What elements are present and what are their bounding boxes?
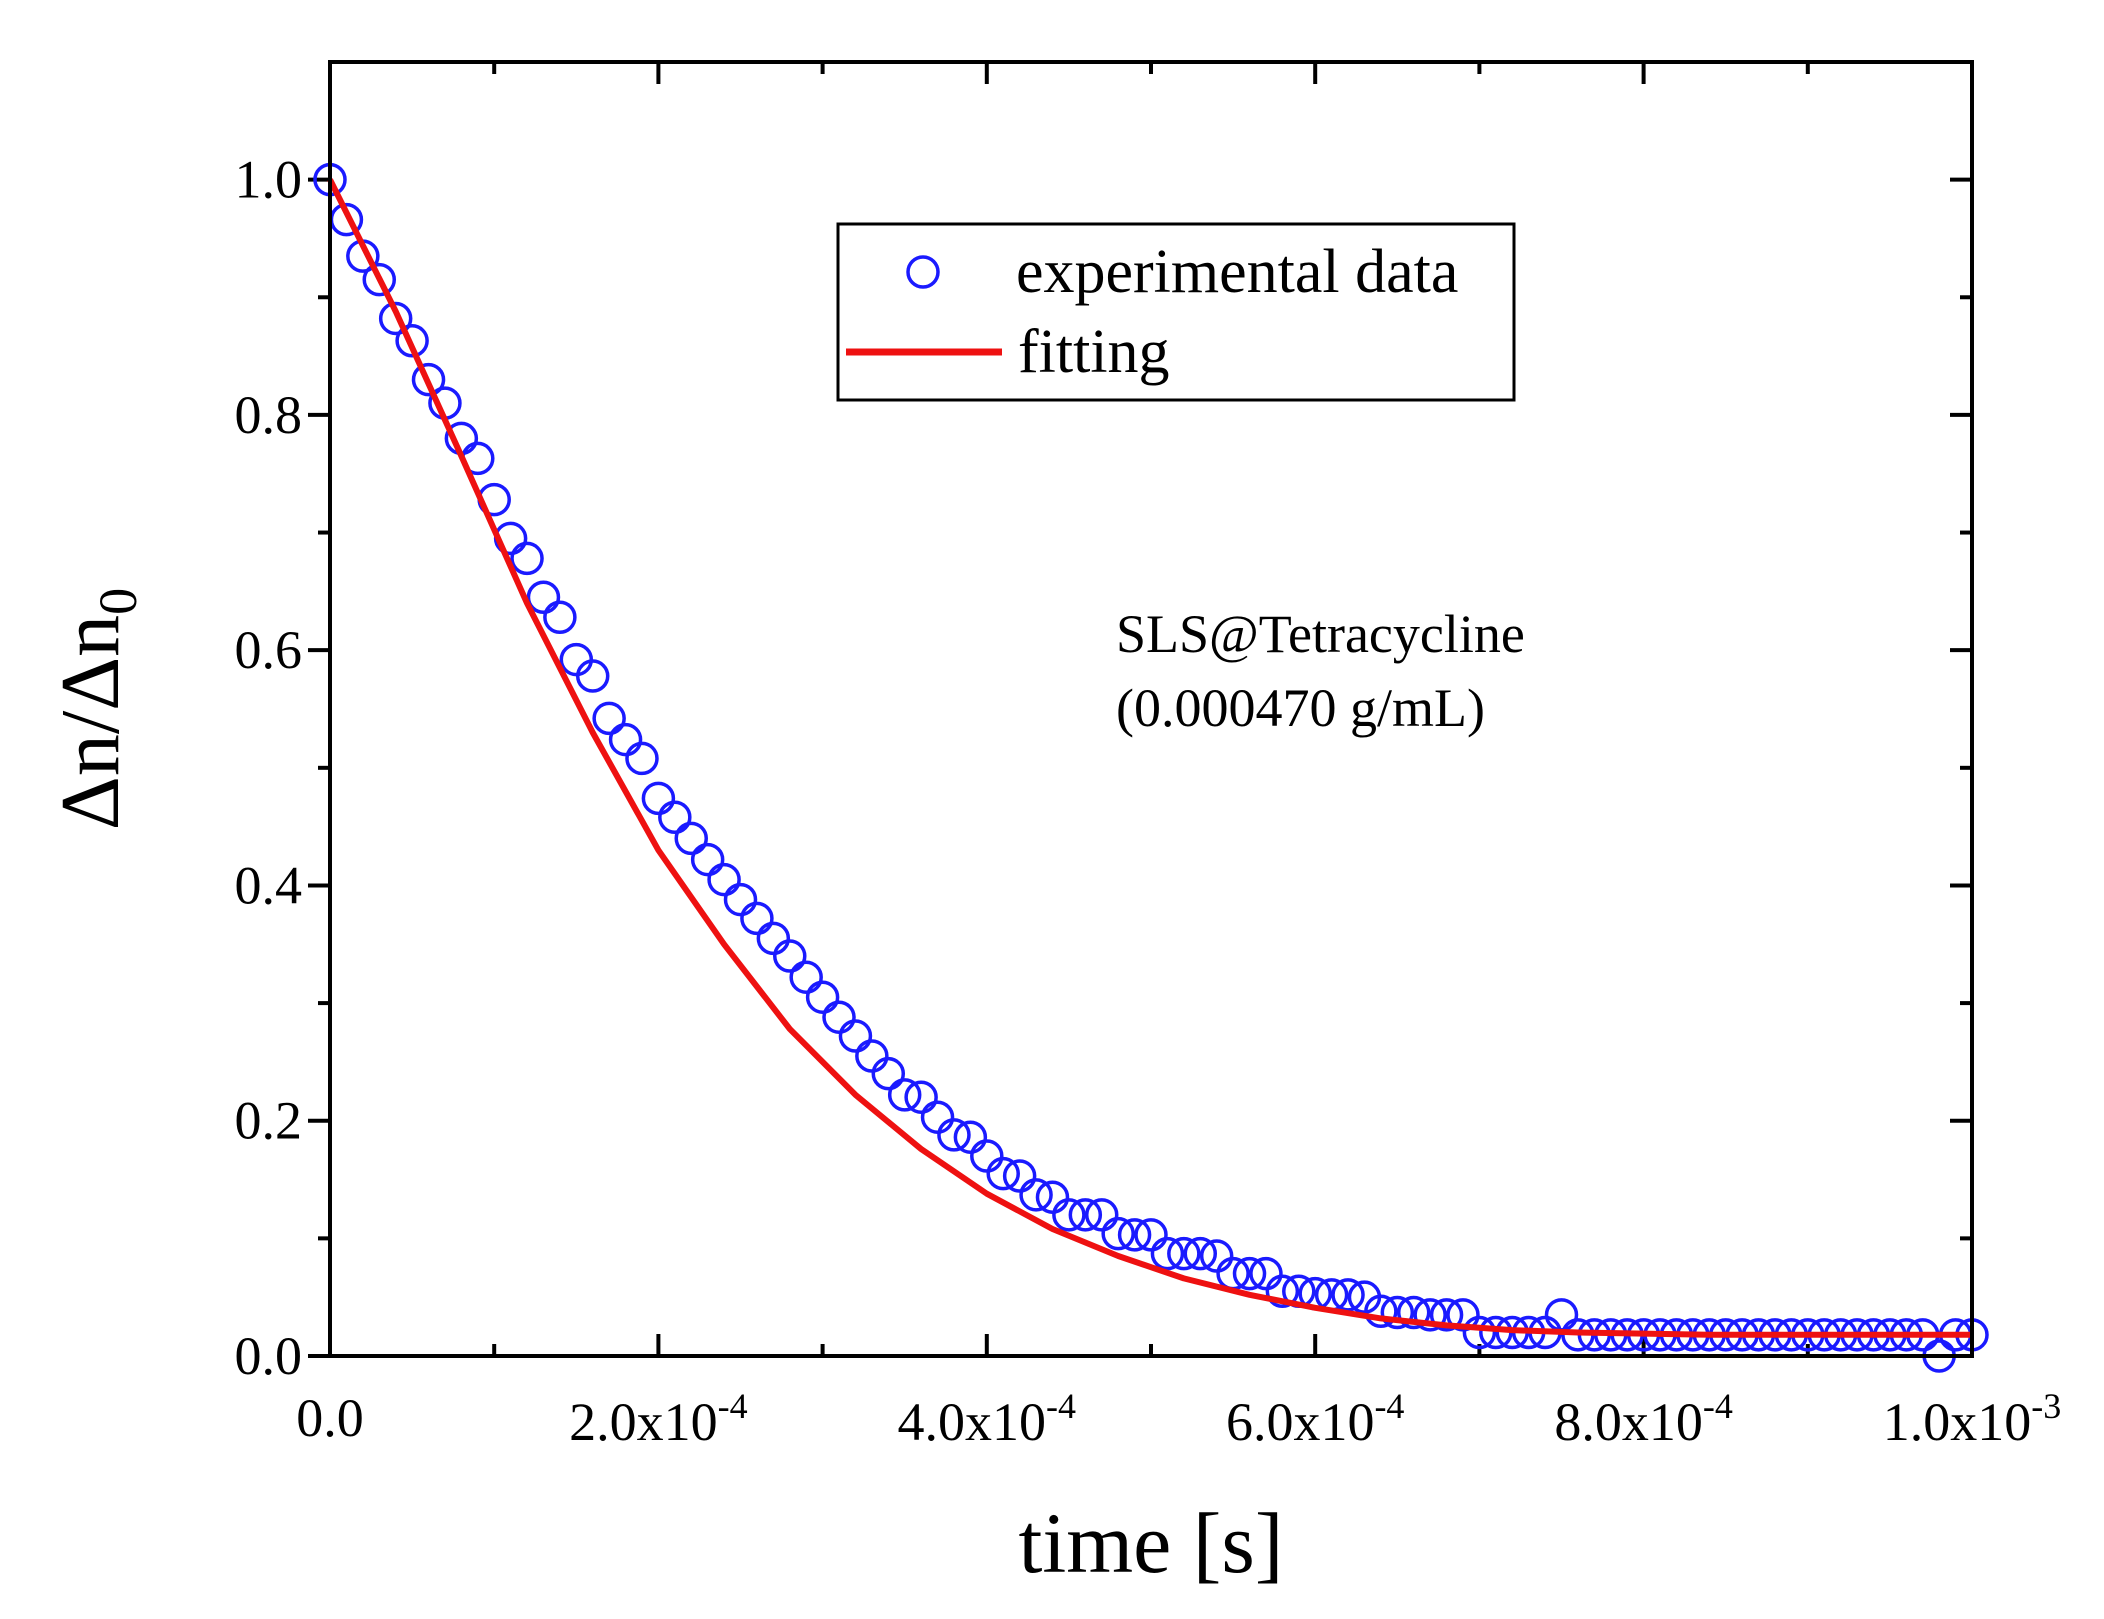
x-tick-label-exponent: -4: [1703, 1386, 1733, 1426]
data-point: [822, 1000, 856, 1034]
data-point: [674, 821, 708, 856]
data-point: [1396, 1295, 1431, 1330]
y-axis-title-subscript: 0: [88, 588, 148, 615]
annotation-sample-name: SLS@Tetracycline: [1116, 604, 1525, 664]
x-tick-label: 6.0x10-4: [1226, 1386, 1405, 1452]
legend: experimental data fitting: [836, 222, 1516, 402]
data-point: [773, 939, 807, 973]
y-axis-title: Δn/Δn0: [44, 588, 148, 830]
data-point: [1331, 1278, 1365, 1312]
data-point: [740, 901, 774, 936]
data-point: [378, 301, 413, 336]
data-point: [1413, 1298, 1447, 1332]
data-point: [789, 960, 823, 994]
legend-box: [836, 222, 1516, 402]
x-tick-label-mantissa: 0.0: [296, 1388, 364, 1448]
data-point: [1002, 1159, 1037, 1193]
data-point: [1364, 1294, 1398, 1329]
tick-labels: 0.0 2.0x10-4 4.0x10-4 6.0x10-4 8.0x10-4 1.0x1…: [235, 150, 2062, 1452]
data-point: [1462, 1315, 1497, 1350]
y-tick-label: 0.6: [235, 620, 303, 680]
data-point: [838, 1019, 873, 1053]
y-axis-title-base: Δn/Δn: [44, 615, 137, 830]
data-point: [1429, 1298, 1464, 1332]
x-tick-label-mantissa: 8.0x10: [1554, 1392, 1703, 1452]
x-tick-label-mantissa: 4.0x10: [898, 1392, 1047, 1452]
data-point: [1101, 1216, 1135, 1251]
data-point: [723, 882, 758, 917]
x-tick-label-mantissa: 6.0x10: [1226, 1392, 1375, 1452]
data-point: [805, 980, 840, 1014]
x-tick-label-mantissa: 2.0x10: [569, 1392, 718, 1452]
fit-line: [327, 178, 1972, 1338]
x-tick-label-exponent: -4: [1374, 1386, 1404, 1426]
legend-label-experimental-data: experimental data: [1016, 238, 1458, 306]
y-tick-label: 1.0: [235, 150, 303, 210]
data-point: [1380, 1295, 1415, 1330]
data-point: [1150, 1236, 1185, 1271]
x-tick-label-exponent: -3: [2031, 1386, 2061, 1426]
x-tick-label-exponent: -4: [718, 1386, 748, 1426]
x-tick-label: 4.0x10-4: [898, 1386, 1077, 1452]
plot-frame: [328, 60, 1974, 1358]
data-point: [658, 800, 692, 834]
data-point: [1167, 1236, 1201, 1271]
data-point: [871, 1056, 906, 1091]
data-point: [395, 324, 429, 358]
data-point: [887, 1078, 922, 1112]
data-point: [1117, 1218, 1152, 1252]
x-tick-label-mantissa: 1.0x10: [1883, 1392, 2032, 1452]
x-tick-label: 2.0x10-4: [569, 1386, 748, 1452]
data-point: [543, 600, 577, 634]
data-point: [1068, 1198, 1103, 1232]
plot-area: [313, 162, 1989, 1373]
annotation: SLS@Tetracycline (0.000470 g/mL): [1116, 604, 1525, 738]
legend-label-fitting: fitting: [1018, 318, 1170, 386]
data-point: [690, 842, 725, 877]
data-point: [411, 362, 446, 397]
data-point: [707, 862, 741, 897]
x-tick-label: 8.0x10-4: [1554, 1386, 1733, 1452]
data-point: [937, 1118, 971, 1152]
data-point: [641, 781, 676, 816]
data-point: [986, 1156, 1020, 1191]
data-point: [1084, 1198, 1119, 1232]
y-tick-label: 0.8: [235, 385, 303, 445]
data-point: [1052, 1198, 1086, 1232]
y-tick-label: 0.0: [235, 1326, 303, 1386]
data-point: [1183, 1236, 1218, 1271]
x-tick-label-exponent: -4: [1046, 1386, 1076, 1426]
legend-marker-circle: [906, 255, 940, 289]
data-point: [953, 1120, 988, 1154]
x-tick-label: 1.0x10-3: [1883, 1386, 2062, 1452]
data-point: [1232, 1256, 1267, 1291]
data-point: [575, 659, 610, 693]
y-tick-label: 0.4: [235, 855, 303, 915]
data-point: [625, 741, 659, 776]
annotation-concentration: (0.000470 g/mL): [1116, 678, 1485, 738]
data-point: [510, 541, 544, 576]
data-point: [1019, 1178, 1053, 1212]
data-point: [608, 722, 643, 757]
data-point: [904, 1080, 938, 1114]
data-point: [1134, 1218, 1168, 1252]
data-point: [362, 262, 397, 297]
x-axis-title: time [s]: [1018, 1495, 1283, 1591]
data-point: [592, 701, 626, 736]
data-point: [526, 580, 561, 614]
data-point: [1265, 1274, 1300, 1309]
x-tick-label: 0.0: [296, 1388, 364, 1448]
y-tick-label: 0.2: [235, 1091, 303, 1151]
